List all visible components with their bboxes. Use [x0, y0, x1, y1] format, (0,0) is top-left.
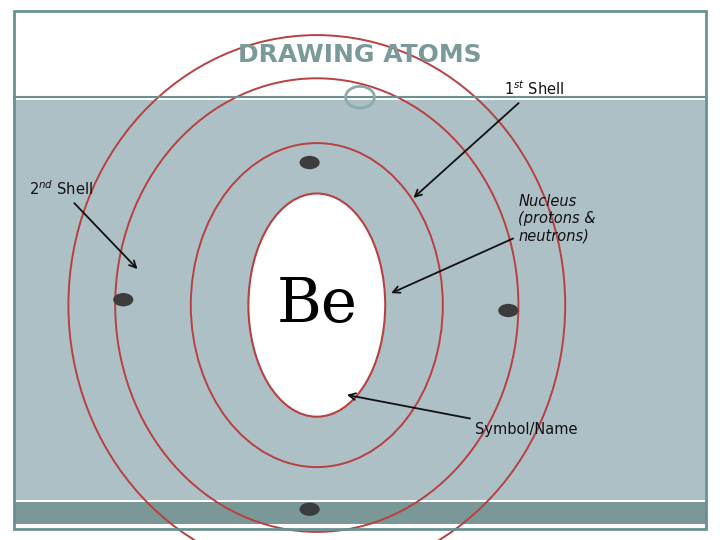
Ellipse shape	[248, 193, 385, 417]
Text: 2$^{nd}$ Shell: 2$^{nd}$ Shell	[29, 180, 136, 268]
Text: Nucleus
(protons &
neutrons): Nucleus (protons & neutrons)	[393, 194, 596, 293]
Ellipse shape	[113, 293, 133, 306]
Ellipse shape	[300, 156, 320, 169]
Text: 1$^{st}$ Shell: 1$^{st}$ Shell	[415, 80, 564, 197]
FancyBboxPatch shape	[14, 502, 706, 524]
Ellipse shape	[300, 503, 320, 516]
FancyBboxPatch shape	[14, 14, 706, 97]
Text: DRAWING ATOMS: DRAWING ATOMS	[238, 43, 482, 68]
Ellipse shape	[498, 304, 518, 317]
Text: Symbol/Name: Symbol/Name	[349, 393, 577, 437]
Text: Be: Be	[276, 275, 357, 335]
FancyBboxPatch shape	[14, 100, 706, 500]
